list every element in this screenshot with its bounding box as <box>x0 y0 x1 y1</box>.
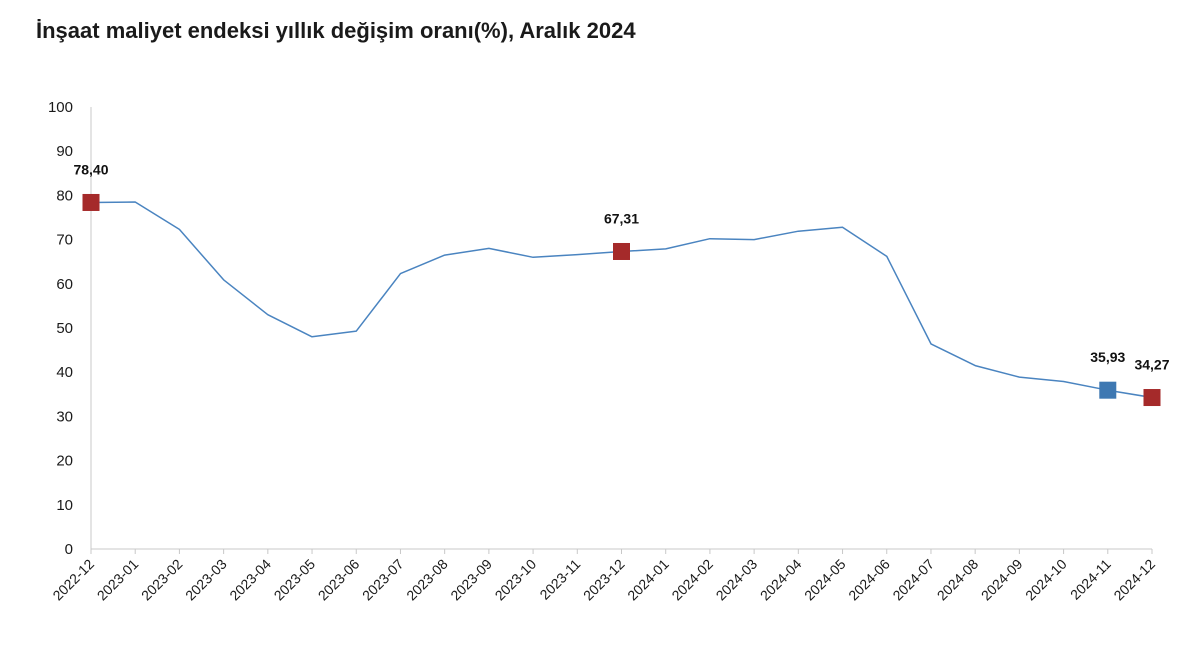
x-tick-label: 2024-04 <box>757 556 805 604</box>
axes <box>90 107 1152 550</box>
data-label: 67,31 <box>604 210 639 226</box>
highlight-markers <box>82 193 1161 407</box>
x-tick-label: 2023-04 <box>226 556 274 604</box>
x-tick-label: 2024-01 <box>624 556 672 604</box>
x-axis-ticks: 2022-122023-012023-022023-032023-042023-… <box>49 549 1158 603</box>
x-tick-label: 2023-01 <box>94 556 142 604</box>
x-tick-label: 2023-08 <box>403 556 451 604</box>
highlight-marker <box>613 242 630 260</box>
chart-title: İnşaat maliyet endeksi yıllık değişim or… <box>36 18 636 43</box>
x-tick-label: 2023-06 <box>315 556 363 604</box>
highlight-marker <box>1143 389 1161 407</box>
x-tick-label: 2024-11 <box>1067 556 1114 603</box>
data-label: 78,40 <box>73 161 108 177</box>
data-labels: 78,40 67,31 35,93 34,27 <box>73 161 1169 372</box>
y-tick-label: 60 <box>56 276 73 293</box>
x-tick-label: 2023-03 <box>182 556 230 604</box>
highlight-marker <box>82 193 100 211</box>
highlight-marker <box>1099 381 1117 399</box>
y-tick-label: 100 <box>48 99 73 116</box>
x-tick-label: 2024-08 <box>934 556 982 604</box>
x-tick-label: 2022-12 <box>49 556 97 604</box>
x-tick-label: 2024-12 <box>1110 556 1158 604</box>
x-tick-label: 2024-07 <box>889 556 937 604</box>
x-tick-label: 2024-09 <box>978 556 1026 604</box>
y-axis-ticks: 0 10 20 30 40 50 60 70 80 90 100 <box>48 99 73 558</box>
x-tick-label: 2024-06 <box>845 556 893 604</box>
y-tick-label: 20 <box>56 453 73 470</box>
x-tick-label: 2024-10 <box>1022 556 1070 604</box>
y-tick-label: 50 <box>56 320 73 337</box>
series-line-group <box>90 201 1153 399</box>
y-tick-label: 0 <box>65 541 73 558</box>
x-tick-label: 2023-11 <box>537 556 584 603</box>
x-tick-label: 2023-05 <box>271 556 319 604</box>
x-tick-label: 2023-09 <box>447 556 495 604</box>
series-line <box>90 201 1153 399</box>
data-label: 35,93 <box>1090 349 1125 365</box>
x-tick-label: 2023-12 <box>580 556 628 604</box>
y-tick-label: 70 <box>56 232 73 249</box>
data-label: 34,27 <box>1134 357 1169 373</box>
x-tick-label: 2023-10 <box>492 556 540 604</box>
y-tick-label: 90 <box>56 143 73 160</box>
x-tick-label: 2024-02 <box>668 556 716 604</box>
y-tick-label: 30 <box>56 408 73 425</box>
x-tick-label: 2024-05 <box>801 556 849 604</box>
x-tick-label: 2023-07 <box>359 556 407 604</box>
x-tick-label: 2024-03 <box>713 556 761 604</box>
y-tick-label: 40 <box>56 364 73 381</box>
x-tick-label: 2023-02 <box>138 556 186 604</box>
y-tick-label: 80 <box>56 187 73 204</box>
y-tick-label: 10 <box>56 497 73 514</box>
